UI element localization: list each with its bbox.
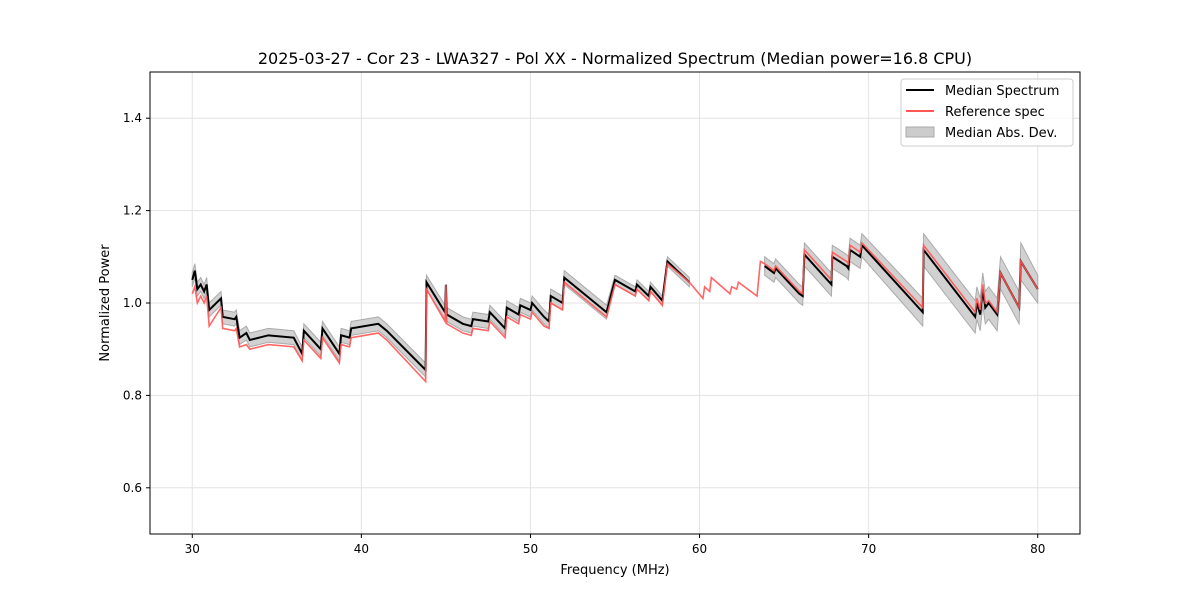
y-axis-label: Normalized Power [98, 244, 113, 362]
x-tick-label: 50 [523, 542, 538, 556]
x-tick-label: 60 [692, 542, 707, 556]
x-axis-label: Frequency (MHz) [560, 563, 669, 578]
x-tick-label: 40 [354, 542, 369, 556]
y-tick-label: 0.8 [123, 388, 142, 402]
legend: Median Spectrum Reference spec Median Ab… [900, 78, 1074, 147]
mad-band [764, 232, 1039, 335]
legend-box [900, 78, 1074, 147]
mad-band [191, 255, 690, 379]
y-tick-label: 0.6 [123, 481, 142, 495]
series-layer [191, 232, 1039, 384]
x-tick-label: 70 [861, 542, 876, 556]
x-tick-label: 80 [1030, 542, 1045, 556]
y-tick-label: 1.4 [123, 111, 142, 125]
legend-median-label: Median Spectrum [945, 84, 1059, 99]
x-tick-label: 30 [185, 542, 200, 556]
legend-mad-label: Median Abs. Dev. [945, 126, 1057, 141]
y-tick-label: 1.2 [123, 204, 142, 218]
legend-mad-swatch [905, 126, 935, 138]
legend-reference-label: Reference spec [945, 105, 1045, 120]
chart-title: 2025-03-27 - Cor 23 - LWA327 - Pol XX - … [258, 49, 972, 68]
ticks: 30 40 50 60 70 80 0.6 0.8 1.0 1.2 1.4 [123, 111, 1045, 556]
reference-spectrum-line [191, 241, 1039, 384]
y-tick-label: 1.0 [123, 296, 142, 310]
